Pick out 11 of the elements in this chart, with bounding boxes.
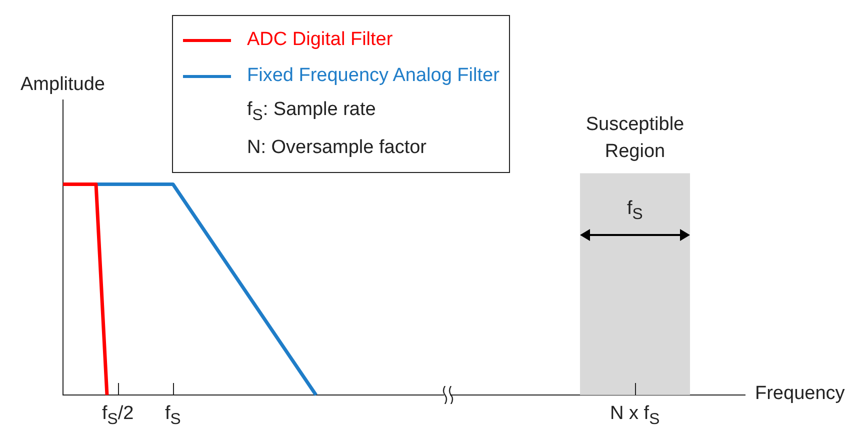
legend-label: ADC Digital Filter — [247, 29, 393, 51]
text: f$_{S}$: Sample rate — [247, 99, 376, 125]
y-axis-title: Amplitude — [20, 74, 105, 96]
legend-label: Fixed Frequency Analog Filter — [247, 65, 500, 87]
x-tick-label: N x f$_{S}$ — [610, 403, 660, 429]
x-tick-label: f$_{S}$ — [165, 403, 181, 429]
x-tick-label: f$_{S}$/2 — [102, 403, 134, 429]
x-axis-title: Frequency — [755, 383, 845, 405]
text: N: Oversample factor — [247, 137, 426, 159]
annotation: f$_{S}$ — [627, 198, 643, 224]
text: Susceptible Region — [584, 113, 686, 164]
